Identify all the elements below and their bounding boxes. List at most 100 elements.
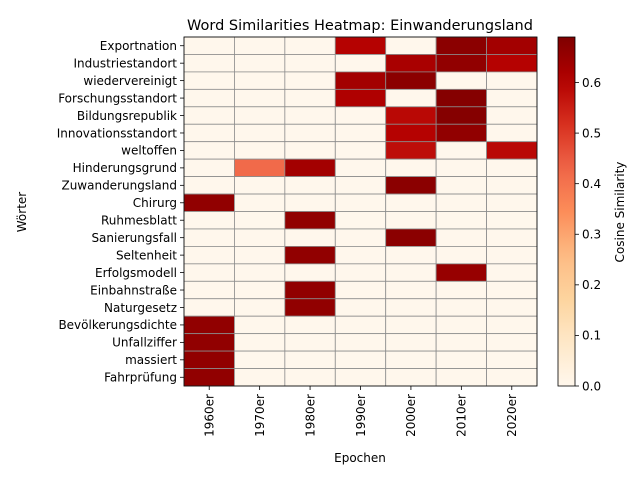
heatmap-cell (183, 245, 235, 265)
heatmap-cell (486, 141, 538, 160)
heatmap-cell (234, 263, 286, 282)
heatmap-cell (234, 211, 286, 230)
heatmap-cell (486, 368, 538, 387)
heatmap-cell (334, 368, 387, 387)
heatmap-cell (334, 315, 387, 335)
heatmap-cell (435, 141, 487, 160)
heatmap-cell (284, 141, 336, 160)
heatmap-cell (435, 71, 487, 90)
heatmap-cell (486, 106, 538, 125)
heatmap-cell (385, 71, 437, 90)
heatmap-cell (435, 211, 487, 230)
colorbar-tick-label: 0.0 (582, 379, 601, 393)
y-tick-label: Bildungsrepublik (77, 109, 177, 123)
x-tick-labels: 1960er 1970er 1980er 1990er 2000er 2010er 2020… (203, 386, 519, 437)
colorbar-tick-label: 0.1 (582, 329, 601, 343)
heatmap-cell (435, 350, 487, 369)
y-tick-label: Einbahnstraße (90, 283, 177, 297)
heatmap-cell (183, 211, 235, 230)
y-tick-label: Ruhmesblatt (101, 214, 177, 228)
heatmap-cell (234, 245, 286, 265)
heatmap-cell (435, 228, 487, 247)
heatmap-cell (486, 88, 538, 108)
y-tick-label: Fahrprüfung (104, 371, 177, 385)
y-tick-label: Zuwanderungsland (61, 179, 177, 193)
heatmap-cell (334, 280, 387, 300)
heatmap-cell (234, 280, 286, 300)
heatmap-cell (284, 280, 336, 300)
heatmap-cell (183, 54, 235, 73)
heatmap-cell (284, 368, 336, 387)
heatmap-cell (334, 36, 387, 55)
heatmap-cell (284, 36, 336, 55)
heatmap-cell (183, 333, 235, 352)
heatmap-cell (435, 298, 487, 317)
heatmap-cell (486, 280, 538, 300)
chart-title: Word Similarities Heatmap: Einwanderungs… (187, 18, 533, 34)
x-axis-label: Epochen (334, 451, 386, 465)
heatmap-cell (334, 211, 387, 230)
x-tick-label: 1990er (354, 394, 368, 437)
heatmap-cell (334, 245, 387, 265)
colorbar-tick-label: 0.6 (582, 76, 601, 90)
heatmap-cell (183, 368, 235, 387)
heatmap-cell (183, 88, 235, 108)
heatmap-cell (486, 193, 538, 212)
heatmap-cell (385, 298, 437, 317)
heatmap-cell (385, 193, 437, 212)
heatmap-cell (385, 123, 437, 143)
heatmap-cell (284, 298, 336, 317)
heatmap-cell (435, 158, 487, 177)
heatmap-cell (334, 123, 387, 143)
heatmap-cell (234, 71, 286, 90)
heatmap-cell (284, 315, 336, 335)
y-tick-label: Forschungsstandort (58, 91, 177, 105)
heatmap-cell (234, 141, 286, 160)
heatmap-cell (385, 176, 437, 195)
y-tick-label: Erfolgsmodell (95, 266, 177, 280)
heatmap-cell (385, 158, 437, 177)
heatmap-cell (334, 106, 387, 125)
heatmap-cell (385, 54, 437, 73)
heatmap-cell (385, 106, 437, 125)
heatmap-cell (486, 263, 538, 282)
heatmap-cell (435, 193, 487, 212)
heatmap-cell (435, 263, 487, 282)
heatmap-cell (234, 158, 286, 177)
y-tick-label: Innovationsstandort (57, 126, 178, 140)
heatmap-cell (234, 176, 286, 195)
heatmap-cell (385, 263, 437, 282)
heatmap-cell (284, 245, 336, 265)
heatmap-cell (385, 368, 437, 387)
heatmap-cell (284, 106, 336, 125)
heatmap-cell (234, 350, 286, 369)
heatmap-cell (385, 36, 437, 55)
heatmap-cell (284, 350, 336, 369)
heatmap-cell (183, 141, 235, 160)
y-tick-label: massiert (125, 353, 177, 367)
heatmap-cell (284, 211, 336, 230)
heatmap-cell (183, 315, 235, 335)
heatmap-cell (284, 228, 336, 247)
y-tick-label: Sanierungsfall (91, 231, 177, 245)
heatmap-cell (486, 333, 538, 352)
heatmap-cell (334, 350, 387, 369)
heatmap-cell (183, 193, 235, 212)
heatmap-cell (486, 158, 538, 177)
heatmap-cell (385, 228, 437, 247)
colorbar-tick-label: 0.3 (582, 228, 601, 242)
heatmap-cell (334, 141, 387, 160)
heatmap-cell (486, 176, 538, 195)
heatmap-cell (435, 54, 487, 73)
heatmap-cell (234, 193, 286, 212)
heatmap-cell (183, 36, 235, 55)
y-tick-label: weltoffen (121, 144, 177, 158)
heatmap-cell (234, 333, 286, 352)
heatmap-cell (385, 333, 437, 352)
heatmap-cell (486, 211, 538, 230)
heatmap-cell (183, 106, 235, 125)
heatmap-cells (183, 36, 538, 387)
heatmap-cell (183, 176, 235, 195)
colorbar-tick-label: 0.5 (582, 126, 601, 140)
heatmap-cell (234, 228, 286, 247)
